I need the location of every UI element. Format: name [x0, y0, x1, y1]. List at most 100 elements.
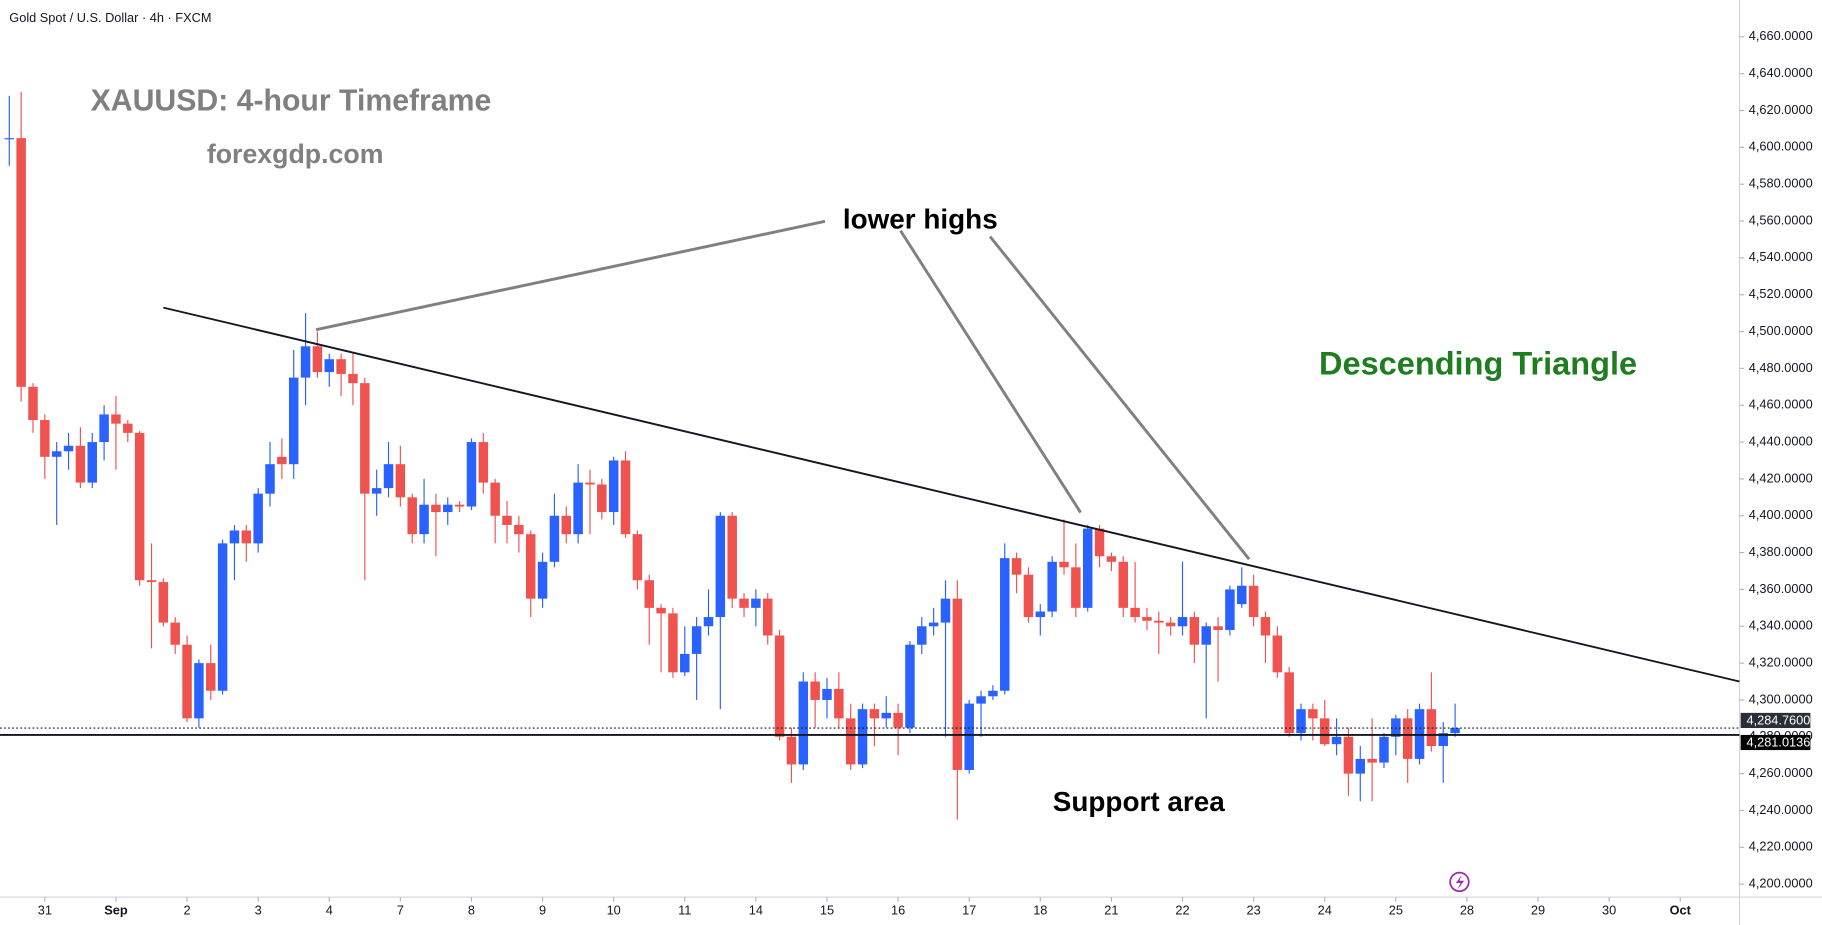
candle-body [514, 524, 524, 535]
candle-body [360, 383, 370, 494]
candle-body [573, 482, 583, 535]
candle-body [1308, 709, 1318, 719]
candle-body [490, 482, 500, 516]
candle-body [182, 644, 192, 719]
y-tick-label: 4,240.0000 [1749, 802, 1813, 817]
candle-body [810, 681, 820, 700]
candle-body [1438, 733, 1448, 746]
price-label: 4,281.0136 [1746, 734, 1810, 749]
candle-body [976, 696, 986, 704]
candle-body [1367, 758, 1377, 763]
candle-body [845, 718, 856, 765]
candle-body [739, 598, 749, 608]
x-tick-label: 11 [678, 902, 691, 917]
candle-body [597, 484, 607, 513]
candle-body [478, 442, 489, 483]
candle-body [1319, 718, 1330, 745]
candle-body [40, 419, 50, 457]
x-tick-label: 8 [468, 902, 475, 917]
candle-body [857, 709, 868, 765]
candle-body [668, 613, 678, 673]
y-tick-label: 4,500.0000 [1749, 323, 1813, 338]
y-tick-label: 4,480.0000 [1749, 360, 1813, 375]
annotation: Descending Triangle [1319, 345, 1637, 381]
candle-body [16, 138, 26, 387]
candle-body [1142, 617, 1152, 621]
candle-body [1343, 736, 1354, 774]
candle-body [822, 688, 832, 700]
candle-body [312, 346, 323, 373]
candle-body [1071, 567, 1081, 608]
candle-body [28, 386, 38, 420]
candle-body [206, 663, 216, 691]
candle-body [988, 690, 998, 697]
price-label-box [1740, 712, 1811, 729]
candle-body [869, 709, 880, 719]
candle-body [656, 607, 666, 614]
candle-body [928, 622, 939, 627]
candle-body [194, 663, 204, 719]
y-tick-label: 4,520.0000 [1749, 286, 1813, 301]
x-tick-label: 24 [1318, 902, 1332, 917]
candle-body [383, 464, 394, 489]
y-tick-label: 4,380.0000 [1749, 544, 1813, 559]
candle-body [1011, 558, 1022, 575]
x-tick-label: 22 [1175, 902, 1189, 917]
candle-body [336, 359, 346, 374]
candle-body [1237, 585, 1247, 605]
candle-body [1082, 528, 1093, 608]
x-tick-label: 16 [891, 902, 905, 917]
candle-body [1106, 556, 1117, 562]
candle-body [964, 703, 974, 770]
candle-body [111, 414, 121, 424]
candle-body [443, 504, 453, 513]
candle-body [632, 534, 643, 581]
candle-body [4, 138, 15, 140]
candle-body [51, 451, 62, 457]
candle-body [324, 359, 335, 373]
event-icon[interactable] [1449, 871, 1470, 893]
candle-body [608, 460, 619, 513]
candle-body [1296, 709, 1306, 734]
candle-body [253, 493, 263, 544]
candle-body [1331, 736, 1342, 745]
candle-body [1165, 622, 1176, 627]
y-tick-label: 4,560.0000 [1749, 212, 1813, 227]
candle-body [1260, 617, 1271, 636]
x-tick-label: 14 [749, 902, 763, 917]
trendline [163, 306, 1740, 683]
candle-body [762, 598, 773, 636]
candle-body [751, 598, 761, 608]
candle-body [1450, 728, 1460, 734]
candle-body [1130, 607, 1140, 618]
candle-body [1201, 626, 1211, 645]
y-tick-label: 4,640.0000 [1749, 65, 1813, 80]
x-tick-label: 3 [255, 902, 262, 917]
candle-body [952, 598, 963, 770]
symbol-header: Gold Spot / U.S. Dollar · 4h · FXCM [9, 10, 211, 25]
x-tick-label: 18 [1033, 902, 1047, 917]
candle-body [288, 377, 299, 465]
candle-body [1272, 635, 1283, 673]
x-tick-label: 31 [38, 902, 52, 917]
candle-body [229, 530, 240, 544]
x-tick-label: Oct [1670, 902, 1692, 917]
y-tick-label: 4,300.0000 [1749, 691, 1813, 706]
candle-body [893, 712, 903, 728]
y-tick-label: 4,620.0000 [1749, 102, 1813, 117]
candle-body [75, 445, 86, 483]
x-tick-label: 21 [1104, 902, 1118, 917]
y-tick-label: 4,400.0000 [1749, 507, 1813, 522]
y-tick-label: 4,540.0000 [1749, 249, 1813, 264]
candle-body [1023, 574, 1034, 618]
candle-body [585, 482, 595, 485]
candle-body [1426, 709, 1437, 746]
candle-body [1379, 736, 1389, 763]
candle-body [502, 515, 512, 525]
candle-body [727, 515, 737, 599]
x-tick-label: 2 [184, 902, 191, 917]
x-tick-label: 17 [962, 902, 976, 917]
y-tick-label: 4,220.0000 [1749, 839, 1813, 854]
x-tick-label: 9 [539, 902, 546, 917]
candle-body [395, 464, 406, 498]
